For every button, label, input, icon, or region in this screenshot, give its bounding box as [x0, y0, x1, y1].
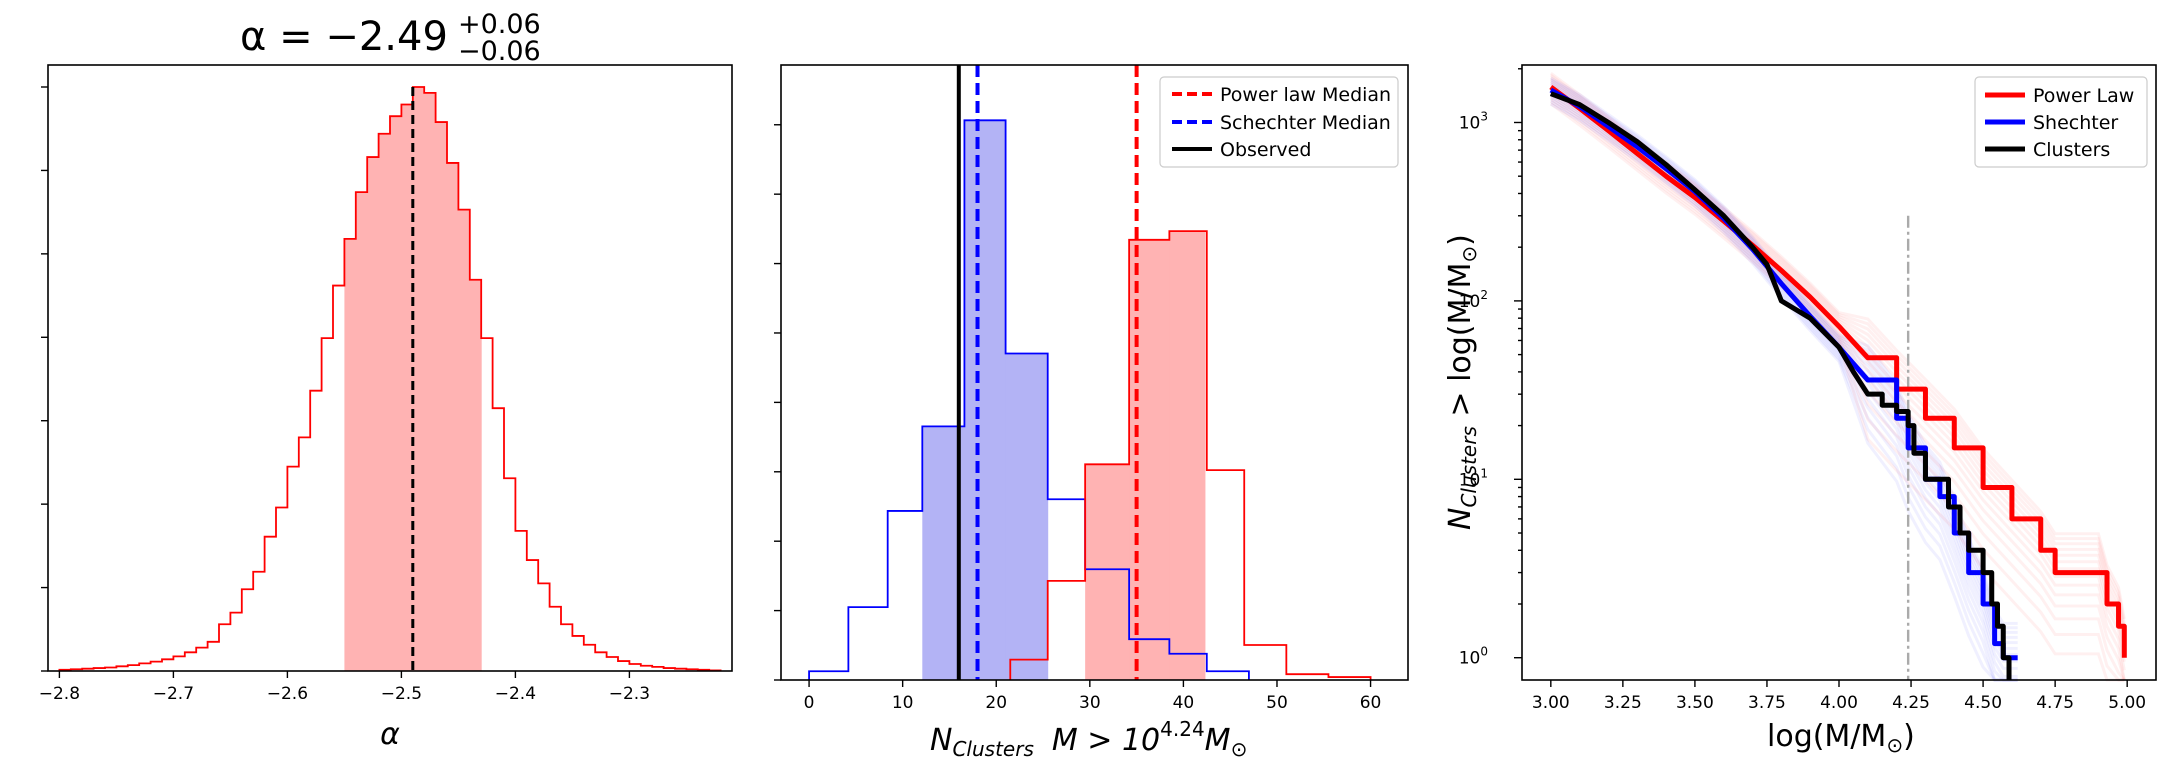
legend-schechter-median-label: Schechter Median [1220, 112, 1391, 134]
cumulative-y-ticks: 100 101 102 103 [1459, 68, 1522, 669]
cumulative-x-ticks: 3.00 3.25 3.50 3.75 4.00 4.25 4.50 4.75 5.00 [1532, 680, 2146, 713]
cumulative-realisation-line [1549, 82, 2126, 648]
cumulative-realisation-line [1549, 97, 2126, 681]
cumulative-legend: Power Law Shechter Clusters [1974, 76, 2148, 168]
alpha-axes-frame [47, 64, 733, 672]
alpha-plot-area [58, 86, 722, 672]
alpha-shaded-bar [469, 279, 482, 671]
cluster-count-y-ticks [774, 124, 781, 681]
legend-clusters-label: Clusters [2033, 139, 2110, 161]
cluster-count-shaded-bar [1005, 353, 1049, 680]
alpha-shaded-bar [435, 122, 448, 672]
cumulative-realisation-line [1550, 83, 2018, 645]
cumulative-realisation-line [1550, 98, 2018, 682]
cumulative-x-tick-label: 3.25 [1604, 693, 1642, 713]
cluster-count-shaded-bar [1169, 231, 1206, 680]
alpha-shaded-bar [344, 238, 357, 671]
cumulative-y-label: NClusters > log(M/M⊙) [1443, 234, 1481, 530]
cluster-count-x-tick-label: 10 [892, 693, 914, 713]
alpha-x-tick-label: −2.3 [609, 684, 650, 704]
alpha-shaded-bar [424, 92, 437, 672]
cumulative-realisation-line [1550, 96, 2018, 682]
cumulative-realisation-line [1550, 80, 2018, 634]
cluster-count-histogram-step [1009, 230, 1372, 680]
cluster-count-x-tick-label: 40 [1173, 693, 1195, 713]
alpha-shaded-bar [355, 192, 368, 671]
cumulative-mass-function-panel: 3.00 3.25 3.50 3.75 4.00 4.25 4.50 4.75 5.00 100… [1443, 64, 2157, 757]
cumulative-realisation-line [1550, 93, 2018, 678]
alpha-shaded-bar [401, 104, 414, 671]
alpha-histogram-panel: α = −2.49 +0.06 −0.06 −2.8 −2.7 −2.6 −2.5 −2… [39, 9, 733, 752]
cluster-count-x-tick-label: 50 [1266, 693, 1288, 713]
cluster-count-legend: Power law Median Schechter Median Observ… [1159, 76, 1399, 168]
cumulative-y-tick-label: 100 [1459, 645, 1488, 669]
cumulative-x-tick-label: 3.50 [1676, 693, 1714, 713]
cumulative-x-tick-label: 4.75 [2036, 693, 2074, 713]
cumulative-x-tick-label: 3.75 [1748, 693, 1786, 713]
alpha-title-sub: −0.06 [458, 36, 541, 67]
cumulative-x-label: log(M/M⊙) [1767, 719, 1915, 757]
alpha-x-tick-label: −2.5 [381, 684, 422, 704]
alpha-x-ticks: −2.8 −2.7 −2.6 −2.5 −2.4 −2.3 [39, 671, 650, 704]
cluster-count-x-tick-label: 30 [1079, 693, 1101, 713]
cumulative-realisation-line [1549, 102, 2125, 682]
cumulative-x-tick-label: 5.00 [2108, 693, 2146, 713]
alpha-x-tick-label: −2.7 [153, 684, 194, 704]
alpha-title-sup: +0.06 [458, 9, 541, 40]
cumulative-y-tick-label: 102 [1459, 288, 1488, 312]
cluster-count-histogram-step [808, 119, 1250, 680]
alpha-histogram-step [58, 86, 722, 672]
cluster-count-axes-frame [780, 64, 1409, 681]
alpha-shaded-bar [458, 209, 471, 671]
cumulative-realisation-line [1549, 89, 2126, 671]
legend-observed-label: Observed [1220, 139, 1311, 161]
cumulative-series-line [1549, 91, 2012, 680]
cumulative-series-line [1549, 87, 2018, 661]
cumulative-x-tick-label: 4.50 [1964, 693, 2002, 713]
cumulative-series-line [1549, 85, 2127, 658]
cumulative-plot-area [1549, 72, 2127, 682]
alpha-x-label: α [380, 717, 400, 752]
alpha-y-ticks [41, 86, 48, 672]
cluster-count-shaded-bar [964, 120, 1007, 680]
cluster-count-shaded-bar [1085, 464, 1130, 680]
cumulative-x-tick-label: 3.00 [1532, 693, 1570, 713]
cumulative-realisation-line [1549, 99, 2125, 682]
cluster-count-legend-box [1159, 76, 1399, 168]
alpha-title: α = −2.49 [240, 14, 448, 60]
legend-power-law-label: Power Law [2033, 85, 2134, 107]
cumulative-legend-box [1974, 76, 2148, 168]
cumulative-realisation-line [1550, 100, 2018, 682]
cluster-count-x-tick-label: 60 [1360, 693, 1382, 713]
alpha-x-tick-label: −2.8 [39, 684, 80, 704]
cluster-count-x-ticks: 0 10 20 30 40 50 60 [804, 680, 1382, 713]
cumulative-y-tick-label: 103 [1459, 109, 1488, 133]
alpha-shaded-bar [390, 116, 402, 671]
alpha-x-tick-label: −2.4 [495, 684, 536, 704]
alpha-x-tick-label: −2.6 [267, 684, 308, 704]
alpha-shaded-bar [367, 157, 380, 671]
cumulative-x-tick-label: 4.00 [1820, 693, 1858, 713]
cluster-count-x-tick-label: 20 [985, 693, 1007, 713]
legend-power-law-median-label: Power law Median [1220, 84, 1391, 106]
cumulative-realisation-line [1549, 87, 2126, 662]
cluster-count-histogram-panel: 0 10 20 30 40 50 60 NClusters M > 104.24M⊙ Powe… [774, 64, 1409, 761]
alpha-shaded-bar [378, 133, 391, 672]
legend-shechter-label: Shechter [2033, 112, 2118, 134]
alpha-shaded-bar [412, 87, 425, 671]
cumulative-realisation-line [1550, 102, 2018, 682]
cluster-count-x-tick-label: 0 [804, 693, 815, 713]
alpha-shaded-bar [447, 162, 459, 672]
cumulative-y-tick-label: 101 [1459, 466, 1488, 490]
cluster-count-x-label: NClusters M > 104.24M⊙ [930, 717, 1247, 761]
cumulative-x-tick-label: 4.25 [1892, 693, 1930, 713]
cluster-count-plot-area [808, 65, 1372, 680]
